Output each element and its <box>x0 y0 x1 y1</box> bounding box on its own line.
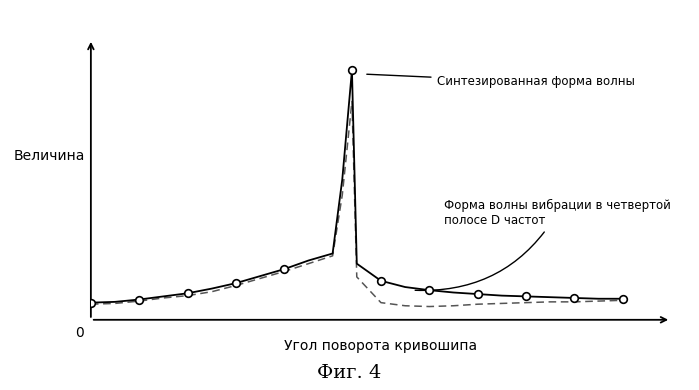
Text: Угол поворота кривошипа: Угол поворота кривошипа <box>284 339 477 353</box>
Text: 0: 0 <box>75 326 84 340</box>
Text: Фиг. 4: Фиг. 4 <box>317 364 382 382</box>
Text: Величина: Величина <box>14 149 85 163</box>
Text: Синтезированная форма волны: Синтезированная форма волны <box>367 74 635 89</box>
Text: Форма волны вибрации в четвертой
полосе D частот: Форма волны вибрации в четвертой полосе … <box>415 199 670 291</box>
